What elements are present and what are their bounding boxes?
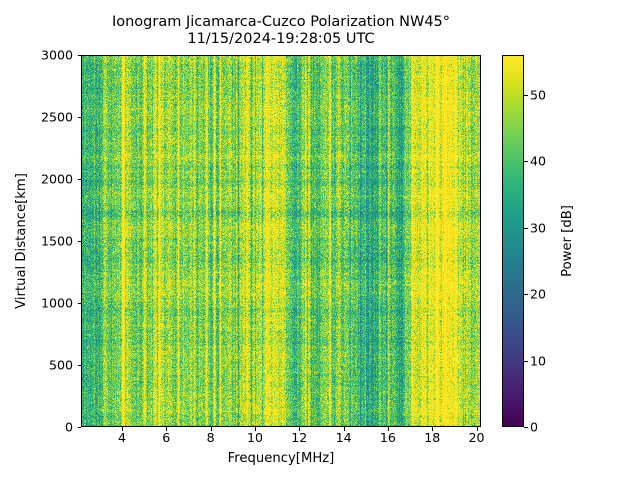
- colorbar: [502, 55, 524, 427]
- colorbar-gradient-canvas: [503, 56, 523, 426]
- colorbar-tick-label-0: 0: [530, 419, 539, 435]
- title-line-2: 11/15/2024-19:28:05 UTC: [187, 31, 375, 47]
- y-tick-label-1000: 1000: [40, 295, 73, 311]
- y-tick-label-1500: 1500: [40, 233, 73, 249]
- colorbar-tick-label-40: 40: [530, 153, 547, 169]
- page-title: Ionogram Jicamarca-Cuzco Polarization NW…: [0, 14, 562, 48]
- colorbar-tick-label-30: 30: [530, 220, 547, 236]
- x-axis-label: Frequency[MHz]: [227, 451, 335, 466]
- ionogram-heatmap-canvas: [82, 56, 480, 426]
- y-tick-label-0: 0: [64, 419, 73, 435]
- y-tick-label-3000: 3000: [40, 47, 73, 63]
- colorbar-label: Power [dB]: [560, 205, 575, 277]
- x-tick-label-4: 4: [117, 430, 127, 445]
- colorbar-tick-label-10: 10: [530, 353, 547, 369]
- heatmap-axes: [81, 55, 481, 427]
- y-tick-label-2500: 2500: [40, 109, 73, 125]
- x-tick-label-16: 16: [379, 430, 396, 445]
- y-tick-label-500: 500: [48, 357, 73, 373]
- y-tick-label-2000: 2000: [40, 171, 73, 187]
- x-tick-label-20: 20: [468, 430, 485, 445]
- x-tick-label-6: 6: [162, 430, 171, 445]
- colorbar-tick-label-50: 50: [530, 87, 547, 103]
- x-tick-label-10: 10: [246, 430, 263, 445]
- x-tick-label-8: 8: [206, 430, 215, 445]
- x-tick-label-12: 12: [291, 430, 308, 445]
- colorbar-tick-label-20: 20: [530, 286, 547, 302]
- x-tick-label-14: 14: [335, 430, 352, 445]
- title-line-1: Ionogram Jicamarca-Cuzco Polarization NW…: [111, 14, 451, 30]
- y-axis-label: Virtual Distance[km]: [14, 173, 29, 309]
- x-tick-label-18: 18: [424, 430, 441, 445]
